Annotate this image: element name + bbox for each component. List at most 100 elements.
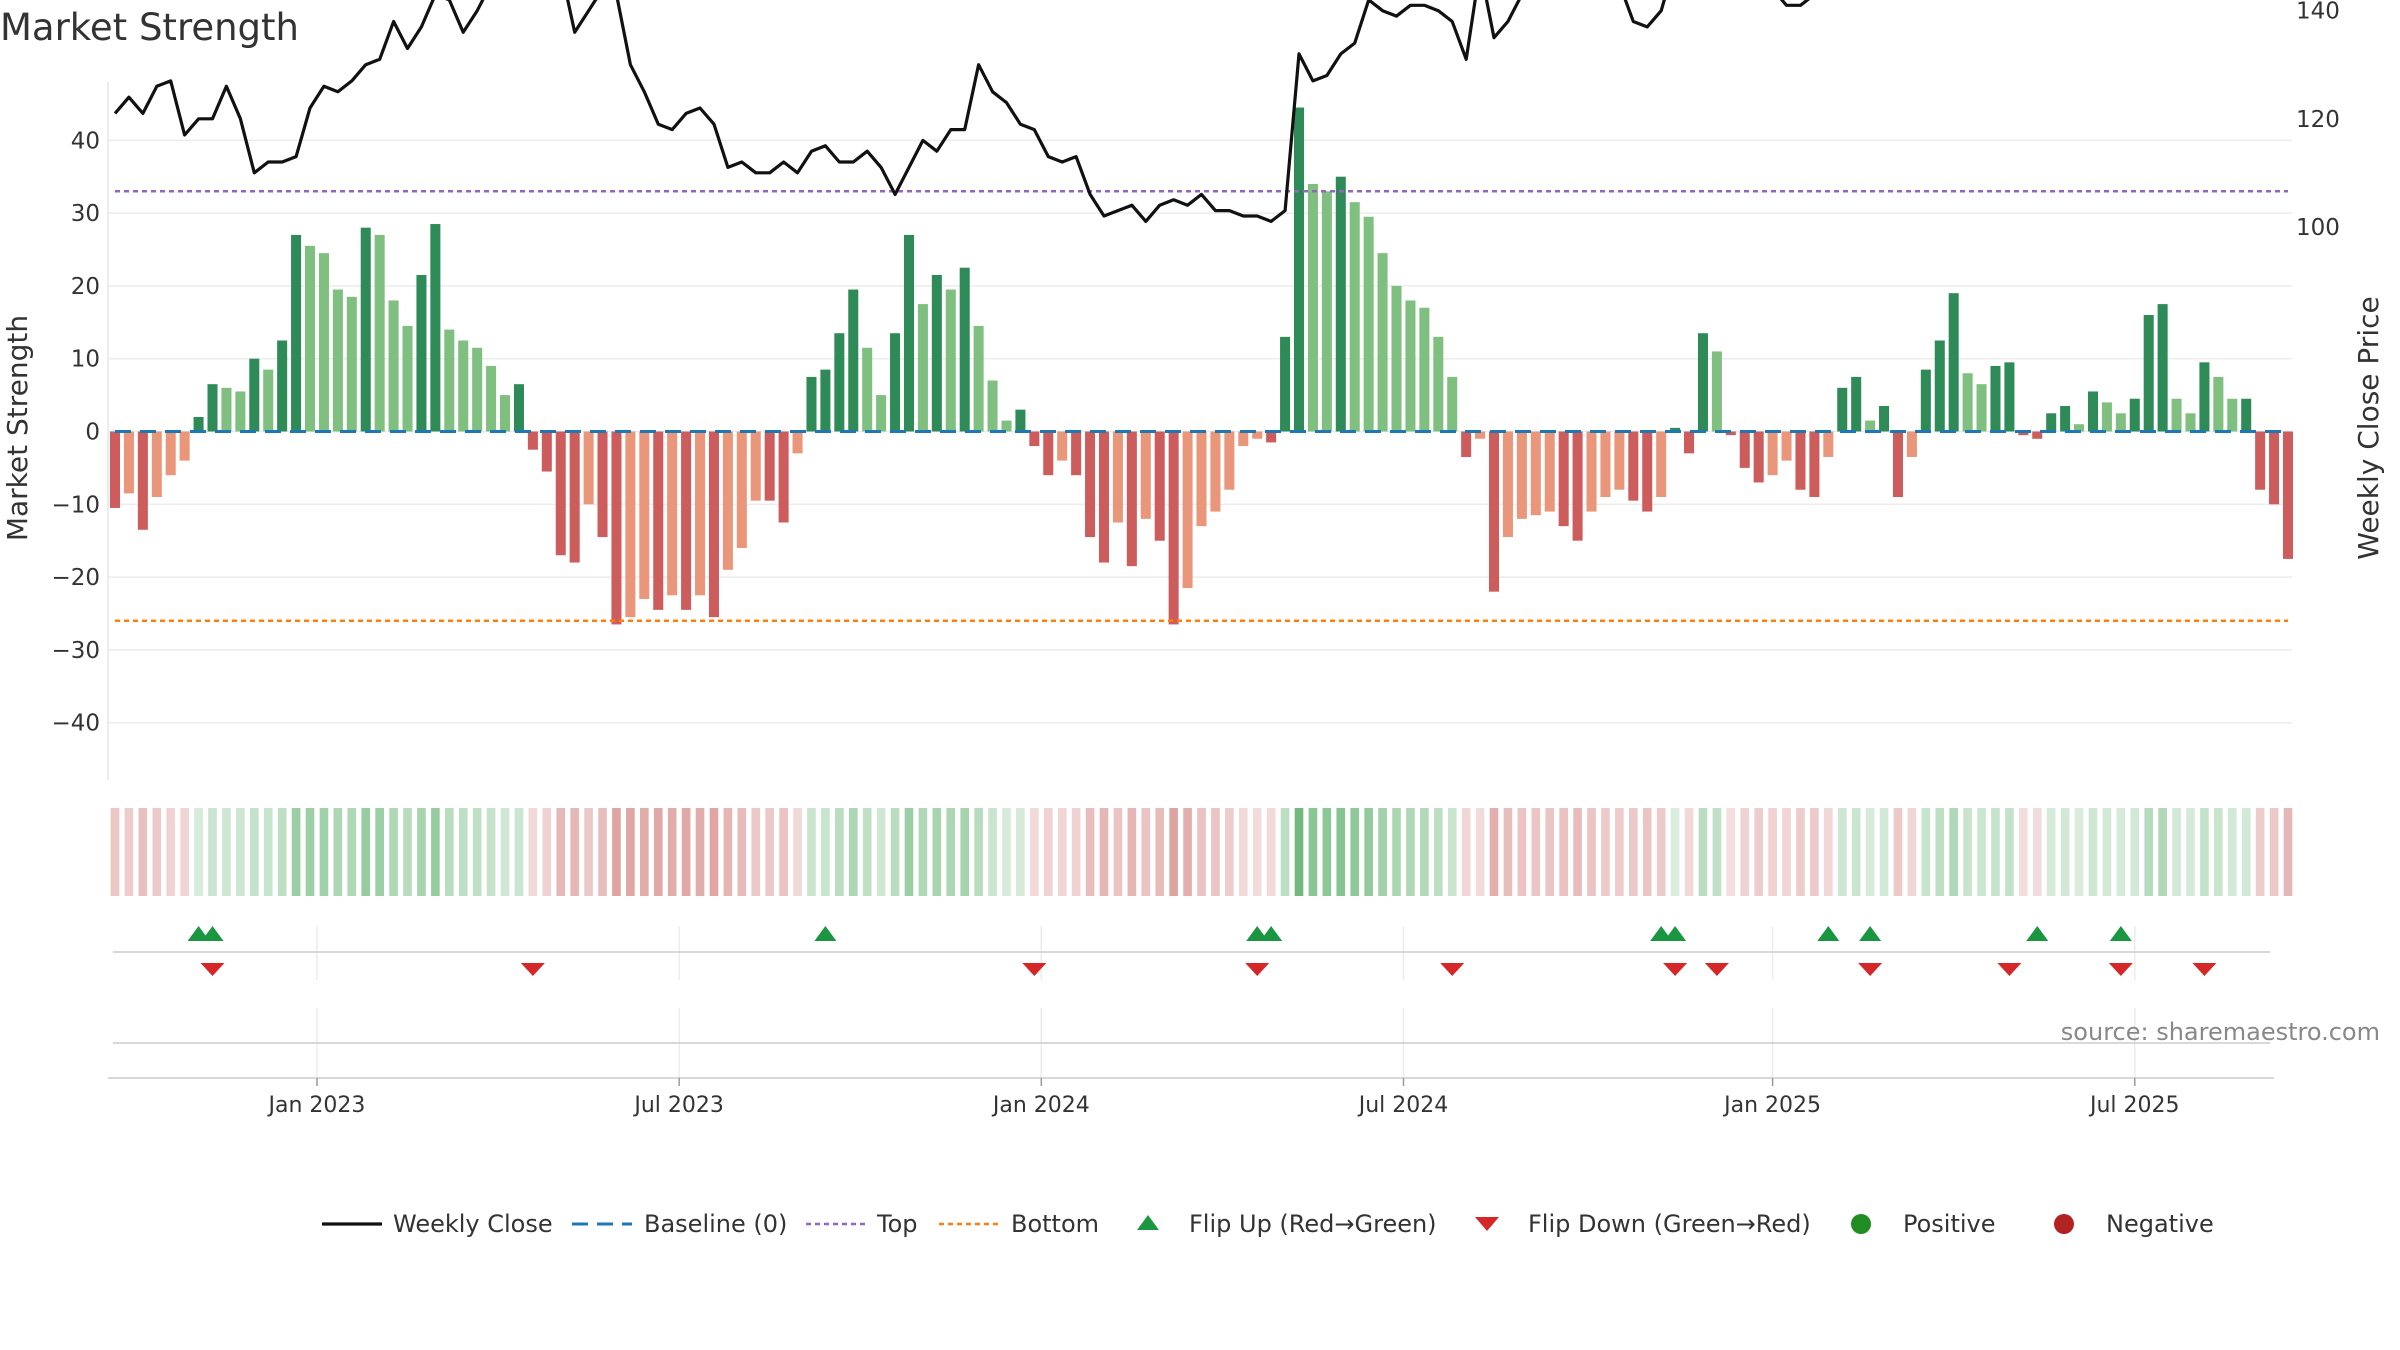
heat-strip-cell [1977, 808, 1986, 896]
heat-strip-cell [946, 808, 956, 896]
strength-bar [611, 431, 622, 625]
strength-bar [374, 234, 385, 432]
strength-bar [820, 369, 831, 432]
heat-strip-cell [1824, 808, 1833, 896]
heat-strip-cell [821, 808, 830, 896]
y-tick-left: −20 [51, 565, 100, 591]
strength-bar [1502, 431, 1513, 538]
strength-bar [430, 224, 441, 432]
heat-strip-cell [2241, 808, 2251, 896]
legend-flip-down-swatch [1475, 1217, 1499, 1231]
strength-bar [2101, 402, 2112, 432]
strength-bar [1293, 107, 1305, 432]
strength-bar [597, 431, 608, 538]
heat-strip-cell [2005, 808, 2014, 896]
strength-bar [555, 431, 566, 556]
strength-bar [1990, 365, 2001, 432]
y-tick-right: 120 [2296, 107, 2340, 133]
heat-strip-cell [1754, 808, 1763, 896]
strength-bar [1739, 431, 1750, 468]
heat-strip-cell [1030, 808, 1039, 896]
heat-strip-cell [723, 808, 733, 896]
strength-bar [1085, 431, 1096, 538]
strength-bar [1001, 420, 1012, 432]
heat-strip-cell [2255, 808, 2265, 896]
flip-up-marker [1859, 926, 1882, 941]
strength-bar [2129, 398, 2140, 432]
heat-strip-cell [1071, 808, 1081, 896]
heat-strip-cell [612, 808, 621, 896]
strength-bar [1809, 431, 1820, 498]
strength-bar [1628, 431, 1639, 501]
strength-bar [1447, 376, 1458, 432]
heat-strip-cell [486, 808, 496, 896]
strength-bar [1043, 431, 1054, 476]
heat-strip-cell [1810, 808, 1819, 896]
strength-bar [332, 289, 343, 432]
strength-bar [221, 387, 232, 432]
heat-strip-cell [681, 808, 691, 896]
strength-bar [486, 365, 497, 432]
heat-strip-cell [793, 808, 802, 896]
heat-strip-cell [1879, 808, 1889, 896]
flip-up-marker [1664, 926, 1687, 941]
strength-bar [1307, 183, 1318, 432]
strength-bar [360, 227, 371, 432]
flip-down-marker [520, 963, 545, 976]
flip-up-marker [187, 926, 210, 941]
strength-bar [1851, 376, 1862, 432]
strength-bar [1029, 431, 1040, 447]
strength-bar [778, 431, 789, 523]
strength-bar [1670, 427, 1681, 432]
strength-bar [1516, 431, 1527, 519]
heat-strip-cell [152, 808, 162, 896]
heat-strip-cell [1489, 808, 1499, 896]
strength-bar [834, 333, 845, 432]
strength-bar [388, 300, 399, 432]
strength-bar [1600, 431, 1611, 498]
heat-strip-cell [918, 808, 928, 896]
heat-strip-cell [1350, 808, 1360, 896]
strength-bar [1349, 202, 1360, 432]
strength-bar [1530, 431, 1541, 516]
flip-up-marker [2109, 926, 2132, 941]
strength-bar [207, 384, 218, 432]
heat-strip-cell [2144, 808, 2154, 896]
heat-strip-cell [2200, 808, 2209, 896]
strength-bar [1767, 431, 1778, 476]
heat-strip-cell [2130, 808, 2140, 896]
strength-bar [1948, 293, 1959, 432]
heat-strip-cell [1796, 808, 1805, 896]
heat-strip-cell [1963, 808, 1972, 896]
strength-bar [263, 369, 274, 432]
heat-strip-cell [1851, 808, 1861, 896]
heat-strip-cell [305, 808, 315, 896]
heat-strip-cell [556, 808, 566, 896]
heat-strip-cell [1921, 808, 1931, 896]
heat-strip-cell [1057, 808, 1067, 896]
heat-strip-cell [626, 808, 635, 896]
y-tick-left: 40 [71, 128, 100, 154]
flip-up-marker [2026, 926, 2049, 941]
heat-strip-cell [249, 808, 259, 896]
heat-strip-cell [222, 808, 231, 896]
heat-strip-cell [1670, 808, 1680, 896]
strength-bar [1015, 409, 1026, 432]
strength-bar [193, 416, 204, 432]
heat-strip-cell [2158, 808, 2167, 896]
heat-strip-cell [1085, 808, 1095, 896]
strength-bar [931, 274, 942, 432]
strength-bar [1781, 431, 1792, 461]
heat-strip-cell [1043, 808, 1053, 896]
heat-strip-cell [1433, 808, 1443, 896]
strength-bar [1280, 336, 1291, 432]
heat-strip-cell [1155, 808, 1165, 896]
heat-strip-cell [1238, 808, 1248, 896]
heat-strip-cell [194, 808, 203, 896]
flip-down-marker [1663, 963, 1688, 976]
strength-bar [917, 304, 928, 432]
legend-flip-up-swatch [1137, 1215, 1159, 1230]
source-note: source: sharemaestro.com [2061, 1018, 2380, 1046]
legend-label: Negative [2106, 1210, 2214, 1238]
strength-bar [1489, 431, 1500, 592]
